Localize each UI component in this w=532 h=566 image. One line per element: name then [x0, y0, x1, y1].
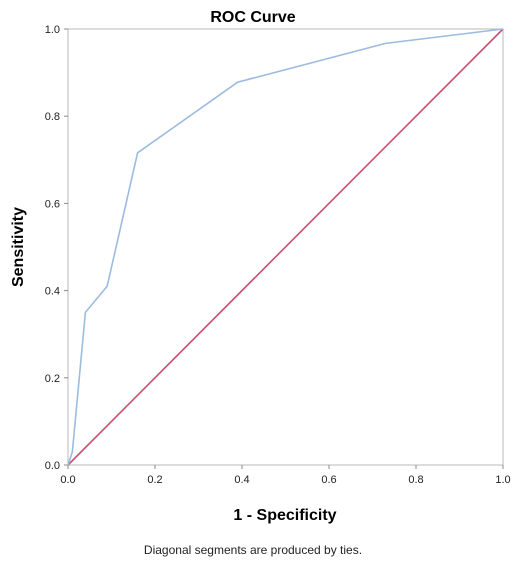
x-tick-label: 0.4 — [234, 474, 249, 486]
x-tick-label: 0.6 — [321, 474, 336, 486]
y-tick-label: 0.8 — [45, 111, 60, 123]
y-tick-label: 0.6 — [45, 198, 60, 210]
plot-frame — [67, 28, 504, 466]
chart-title: ROC Curve — [210, 9, 295, 26]
x-tick-label: 1.0 — [495, 474, 510, 486]
x-tick-label: 0.8 — [408, 474, 423, 486]
y-axis-label: Sensitivity — [10, 207, 27, 287]
axis-ticks: 0.0 0.2 0.4 0.6 0.8 1.0 0.0 0.2 0.4 0.6 0.8 1.0 — [45, 24, 511, 486]
roc-curve-line — [67, 28, 504, 466]
y-tick-label: 0.4 — [45, 286, 60, 298]
chart-footnote: Diagonal segments are produced by ties. — [144, 543, 362, 557]
y-tick-label: 1.0 — [45, 24, 60, 36]
reference-diagonal-line — [67, 28, 504, 466]
y-tick-label: 0.0 — [45, 460, 60, 472]
series-layer — [67, 28, 504, 466]
x-tick-label: 0.2 — [147, 474, 162, 486]
x-tick-label: 0.0 — [60, 474, 75, 486]
y-tick-label: 0.2 — [45, 373, 60, 385]
x-axis-label: 1 - Specificity — [233, 507, 336, 524]
